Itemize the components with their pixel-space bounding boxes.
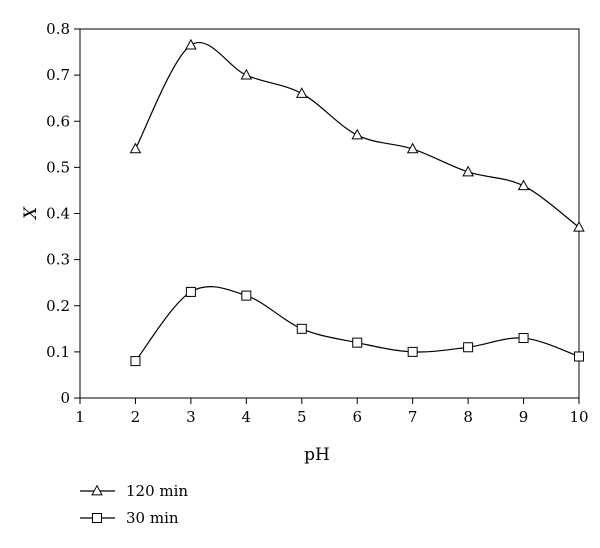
legend-marker [92,513,102,523]
data-point-30-min [407,346,418,357]
y-tick-label: 0.2 [46,297,70,315]
x-tick-label: 2 [131,408,141,426]
y-tick-label: 0.6 [46,112,70,130]
data-point-30-min [185,286,196,297]
x-tick-label: 1 [75,408,85,426]
data-point-30-min [296,323,307,334]
data-point-30-min [574,351,584,362]
x-tick-label: 4 [242,408,252,426]
y-tick-label: 0.7 [46,66,70,84]
y-tick-label: 0.5 [46,158,70,176]
data-point-30-min [463,342,474,353]
series-120-min [129,38,585,232]
y-axis-label: X [21,206,41,221]
x-tick-label: 8 [463,408,473,426]
data-point-120-min [240,68,253,80]
data-point-120-min [573,220,585,232]
legend: 120 min 30 min [80,482,188,527]
x-tick-label: 3 [186,408,196,426]
data-point-30-min [352,337,363,348]
data-point-30-min [518,333,529,344]
legend-item-120-min: 120 min [80,482,188,500]
x-tick-label: 6 [352,408,362,426]
data-point-120-min [129,142,142,154]
plot-area [79,28,580,399]
data-point-30-min [130,356,141,367]
y-tick-label: 0.8 [46,20,70,38]
legend-item-30-min: 30 min [80,509,179,527]
y-tick-label: 0.3 [46,251,70,269]
x-tick-label: 5 [297,408,307,426]
data-point-120-min [406,142,419,154]
x-tick-label: 9 [519,408,529,426]
y-tick-label: 0.1 [46,343,70,361]
y-tick-label: 0 [60,389,70,407]
data-point-30-min [241,290,252,301]
legend-marker [91,484,103,496]
series-30-min [130,286,584,367]
y-tick-label: 0.4 [46,205,70,223]
data-point-120-min [462,165,474,177]
x-tick-label: 7 [408,408,418,426]
data-point-120-min [295,87,308,98]
legend-label: 30 min [126,509,179,527]
series-line-30-min [134,286,580,362]
data-point-120-min [351,128,364,140]
x-tick-label: 10 [569,408,588,426]
x-axis-label: pH [304,445,330,465]
legend-label: 120 min [126,482,188,500]
data-point-120-min [185,38,197,50]
data-point-120-min [517,179,530,191]
